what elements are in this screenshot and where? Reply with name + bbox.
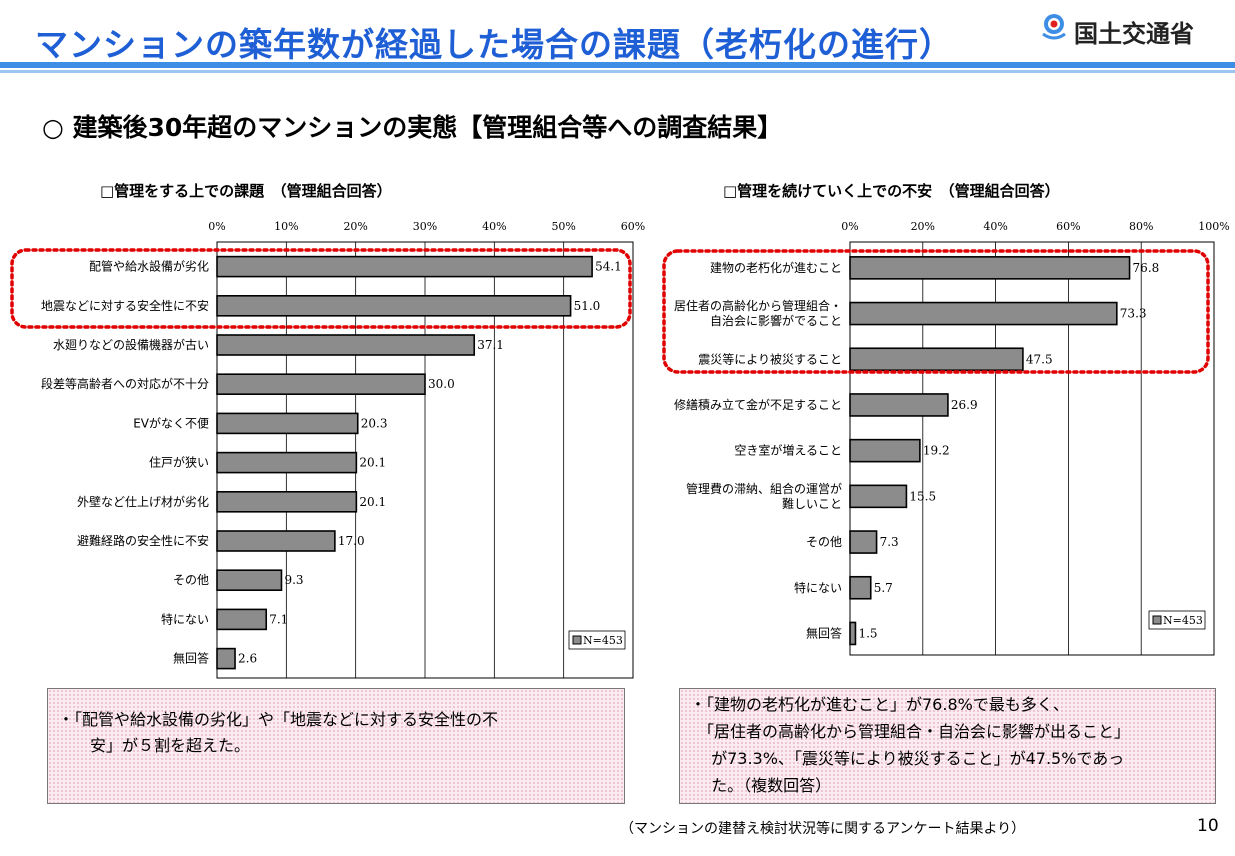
x-tick-label: 0%: [841, 220, 858, 233]
category-label: 住戸が狭い: [149, 455, 209, 470]
bar: [216, 334, 476, 356]
category-label: 避難経路の安全性に不安: [77, 533, 209, 548]
page-title: マンションの築年数が経過した場合の課題（老朽化の進行）: [35, 25, 953, 64]
x-tick-label: 30%: [413, 220, 437, 233]
category-label: 無回答: [173, 651, 209, 666]
category-label: 修繕積み立て金が不足すること: [674, 397, 842, 412]
x-tick-label: 80%: [1129, 220, 1153, 233]
bar-data-label: 20.1: [359, 456, 386, 470]
x-tick-label: 100%: [1198, 220, 1229, 233]
bar: [216, 608, 268, 631]
category-label: 段差等高齢者への対応が不十分: [41, 376, 209, 391]
x-tick-label: 40%: [482, 220, 506, 233]
bar-data-label: 7.1: [269, 612, 288, 626]
bar: [849, 438, 921, 463]
x-tick-label: 60%: [1056, 220, 1080, 233]
bar: [849, 256, 1131, 280]
left-note-text: ・「配管や給水設備の劣化」や「地震などに対する安全性の不 安」が５割を超えた。: [58, 710, 499, 755]
x-tick-label: 10%: [274, 220, 298, 233]
bar-data-label: 20.3: [361, 416, 388, 430]
bar: [849, 530, 878, 554]
category-label: その他: [173, 573, 209, 587]
category-label: 震災等により被災すること: [698, 352, 842, 366]
legend-box: [568, 630, 626, 650]
bar-data-label: 19.2: [923, 444, 950, 458]
bar: [849, 621, 857, 646]
bar: [849, 393, 949, 417]
category-label: 無回答: [806, 625, 842, 640]
bar-data-label: 37.1: [477, 338, 504, 352]
category-label: 外壁など仕上げ材が劣化: [77, 494, 209, 509]
bar-data-label: 51.0: [574, 299, 601, 313]
bar: [849, 301, 1118, 326]
x-tick-label: 20%: [343, 220, 367, 233]
source-citation: （マンションの建替え検討状況等に関するアンケート結果より）: [620, 821, 1026, 837]
bar-data-label: 7.3: [880, 535, 899, 549]
bar: [216, 569, 283, 592]
legend-box: [1148, 610, 1206, 630]
left-note-box: ・「配管や給水設備の劣化」や「地震などに対する安全性の不 安」が５割を超えた。: [47, 688, 625, 804]
bar-data-label: 15.5: [909, 489, 936, 503]
category-label: 建物の老朽化が進むこと: [710, 260, 842, 275]
category-label: その他: [806, 535, 842, 549]
bar-data-label: 76.8: [1133, 261, 1160, 275]
x-tick-label: 20%: [911, 220, 935, 233]
left-chart-title: □管理をする上での課題 （管理組合回答）: [100, 182, 392, 200]
highlight-outline: [662, 249, 1210, 374]
highlight-outline: [10, 248, 632, 329]
bar: [216, 647, 236, 670]
bar: [216, 530, 336, 552]
bar: [216, 490, 358, 513]
category-label: 空き室が増えること: [734, 443, 842, 458]
bar: [849, 575, 872, 600]
bar: [849, 484, 908, 509]
header-divider-light: [0, 70, 1235, 73]
right-chart-title: □管理を続けていく上での不安 （管理組合回答）: [723, 182, 1060, 200]
organization-name: 国土交通省: [1074, 20, 1194, 48]
category-label: EVがなく不便: [133, 415, 209, 430]
category-label: 水廻りなどの設備機器が古い: [53, 337, 209, 352]
x-tick-label: 0%: [208, 220, 225, 233]
bar: [216, 294, 572, 317]
category-label: 特にない: [794, 580, 842, 595]
bar-data-label: 54.1: [595, 260, 622, 274]
mlit-logo-icon: [1042, 14, 1066, 40]
right-note-box: ・「建物の老朽化が進むこと」が76.8%で最も多く、 「居住者の高齢化から管理組…: [679, 688, 1216, 804]
legend-swatch: [1152, 615, 1162, 625]
category-label: 管理費の滞納、組合の運営が: [686, 481, 842, 496]
bar-data-label: 26.9: [951, 398, 978, 412]
x-tick-label: 40%: [983, 220, 1007, 233]
bar-data-label: 20.1: [359, 495, 386, 509]
bar: [216, 373, 426, 396]
section-title: ○ 建築後30年超のマンションの実態【管理組合等への調査結果】: [42, 113, 783, 142]
legend-swatch: [572, 635, 582, 645]
bar-data-label: 2.6: [238, 652, 257, 666]
bar: [849, 347, 1024, 372]
category-label: 特にない: [161, 611, 209, 626]
bar-data-label: 30.0: [428, 377, 455, 391]
category-label: 難しいこと: [782, 496, 842, 511]
category-label: 配管や給水設備が劣化: [89, 259, 209, 274]
bar: [216, 255, 593, 278]
category-label: 自治会に影響がでること: [710, 313, 842, 328]
bar-data-label: 5.7: [874, 581, 893, 595]
bar: [216, 412, 359, 435]
right-note-text: ・「建物の老朽化が進むこと」が76.8%で最も多く、 「居住者の高齢化から管理組…: [690, 695, 1131, 795]
bar-data-label: 47.5: [1026, 352, 1053, 366]
legend-label: N=453: [1163, 614, 1203, 627]
category-label: 地震などに対する安全性に不安: [41, 298, 209, 313]
legend-label: N=453: [583, 634, 623, 647]
bar-data-label: 1.5: [858, 626, 877, 640]
page-number: 10: [1197, 816, 1219, 836]
category-label: 居住者の高齢化から管理組合・: [674, 298, 842, 313]
bar-data-label: 73.3: [1120, 307, 1147, 321]
header-divider: [0, 62, 1235, 68]
bar-data-label: 17.0: [338, 534, 365, 548]
x-tick-label: 60%: [621, 220, 645, 233]
bar: [216, 451, 358, 474]
bar-data-label: 9.3: [284, 573, 303, 587]
x-tick-label: 50%: [551, 220, 575, 233]
